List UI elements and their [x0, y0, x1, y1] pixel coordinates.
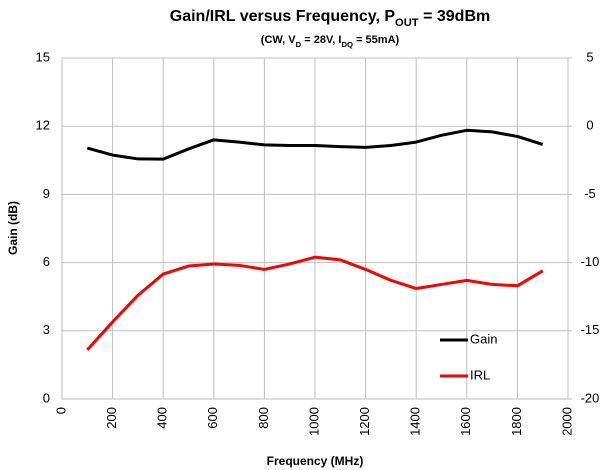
series-line [86, 255, 544, 351]
legend-label: IRL [470, 367, 490, 382]
subscript: OUT [395, 17, 419, 29]
x-tick-label: 400 [155, 407, 170, 429]
text-part: = 55mA) [353, 34, 399, 46]
chart-title: Gain/IRL versus Frequency, POUT = 39dBm [170, 8, 490, 29]
subscript: D [296, 40, 302, 49]
series-line [86, 128, 544, 161]
y2-tick-label: -15 [581, 322, 600, 337]
x-tick-label: 1200 [357, 407, 372, 436]
y2-tick-label: 5 [586, 49, 593, 64]
subscript: DQ [341, 40, 353, 49]
x-tick-label: 600 [205, 407, 220, 429]
y-tick-label: 6 [43, 254, 50, 269]
x-tick-label: 1400 [408, 407, 423, 436]
chart-subtitle: (CW, VD = 28V, IDQ = 55mA) [261, 34, 400, 49]
y-tick-label: 15 [36, 49, 50, 64]
plot-frame [61, 57, 569, 400]
legend-label: Gain [470, 331, 497, 346]
y-tick-label: 3 [43, 322, 50, 337]
text-part: (CW, V [261, 34, 296, 46]
x-tick-label: 800 [256, 407, 271, 429]
y-axis-title: Gain (dB) [6, 201, 20, 255]
text-part: Gain/IRL versus Frequency, P [170, 8, 396, 25]
x-axis-title: Frequency (MHz) [267, 454, 364, 468]
x-tick-label: 1000 [306, 407, 321, 436]
y2-tick-label: -5 [584, 186, 596, 201]
x-tick-label: 1800 [509, 407, 524, 436]
y2-tick-label: 0 [586, 118, 593, 133]
y2-tick-label: -10 [581, 254, 600, 269]
x-tick-label: 200 [104, 407, 119, 429]
text-part: = 28V, I [301, 34, 341, 46]
x-tick-label: 0 [53, 407, 68, 414]
y-tick-label: 0 [43, 390, 50, 405]
y-tick-label: 9 [43, 186, 50, 201]
x-tick-label: 2000 [559, 407, 574, 436]
text-part: = 39dBm [419, 8, 491, 25]
y2-tick-label: -20 [581, 390, 600, 405]
y-tick-label: 12 [36, 118, 50, 133]
x-tick-label: 1600 [458, 407, 473, 436]
